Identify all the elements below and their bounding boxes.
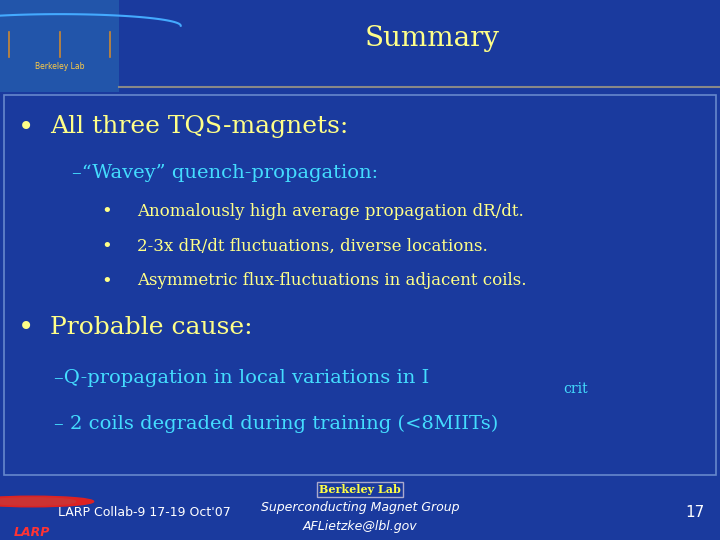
Text: AFLietzke@lbl.gov: AFLietzke@lbl.gov [302, 520, 418, 533]
Text: crit: crit [563, 382, 588, 396]
Text: 2-3x dR/dt fluctuations, diverse locations.: 2-3x dR/dt fluctuations, diverse locatio… [137, 238, 487, 255]
Text: – 2 coils degraded during training (<8MIITs): – 2 coils degraded during training (<8MI… [54, 415, 498, 433]
Text: –Q-propagation in local variations in I: –Q-propagation in local variations in I [54, 368, 429, 387]
Text: Asymmetric flux-fluctuations in adjacent coils.: Asymmetric flux-fluctuations in adjacent… [137, 273, 526, 289]
Text: Probable cause:: Probable cause: [50, 316, 253, 339]
Text: •: • [101, 272, 112, 290]
Text: Anomalously high average propagation dR/dt.: Anomalously high average propagation dR/… [137, 203, 523, 220]
Text: LARP: LARP [14, 526, 50, 539]
Text: 17: 17 [685, 504, 704, 519]
Text: •: • [101, 202, 112, 220]
Text: Superconducting Magnet Group: Superconducting Magnet Group [261, 501, 459, 514]
Text: Berkeley Lab: Berkeley Lab [319, 484, 401, 495]
Text: Summary: Summary [364, 25, 500, 52]
Text: Berkeley Lab: Berkeley Lab [35, 62, 84, 71]
Text: •: • [101, 237, 112, 255]
Bar [0, 0, 119, 92]
Circle shape [0, 496, 94, 507]
Text: LARP Collab-9 17-19 Oct'07: LARP Collab-9 17-19 Oct'07 [58, 505, 230, 518]
Text: •: • [18, 313, 35, 341]
Text: •: • [18, 112, 35, 140]
Text: All three TQS-magnets:: All three TQS-magnets: [50, 115, 348, 138]
Circle shape [0, 498, 76, 505]
Text: –“Wavey” quench-propagation:: –“Wavey” quench-propagation: [72, 164, 378, 182]
